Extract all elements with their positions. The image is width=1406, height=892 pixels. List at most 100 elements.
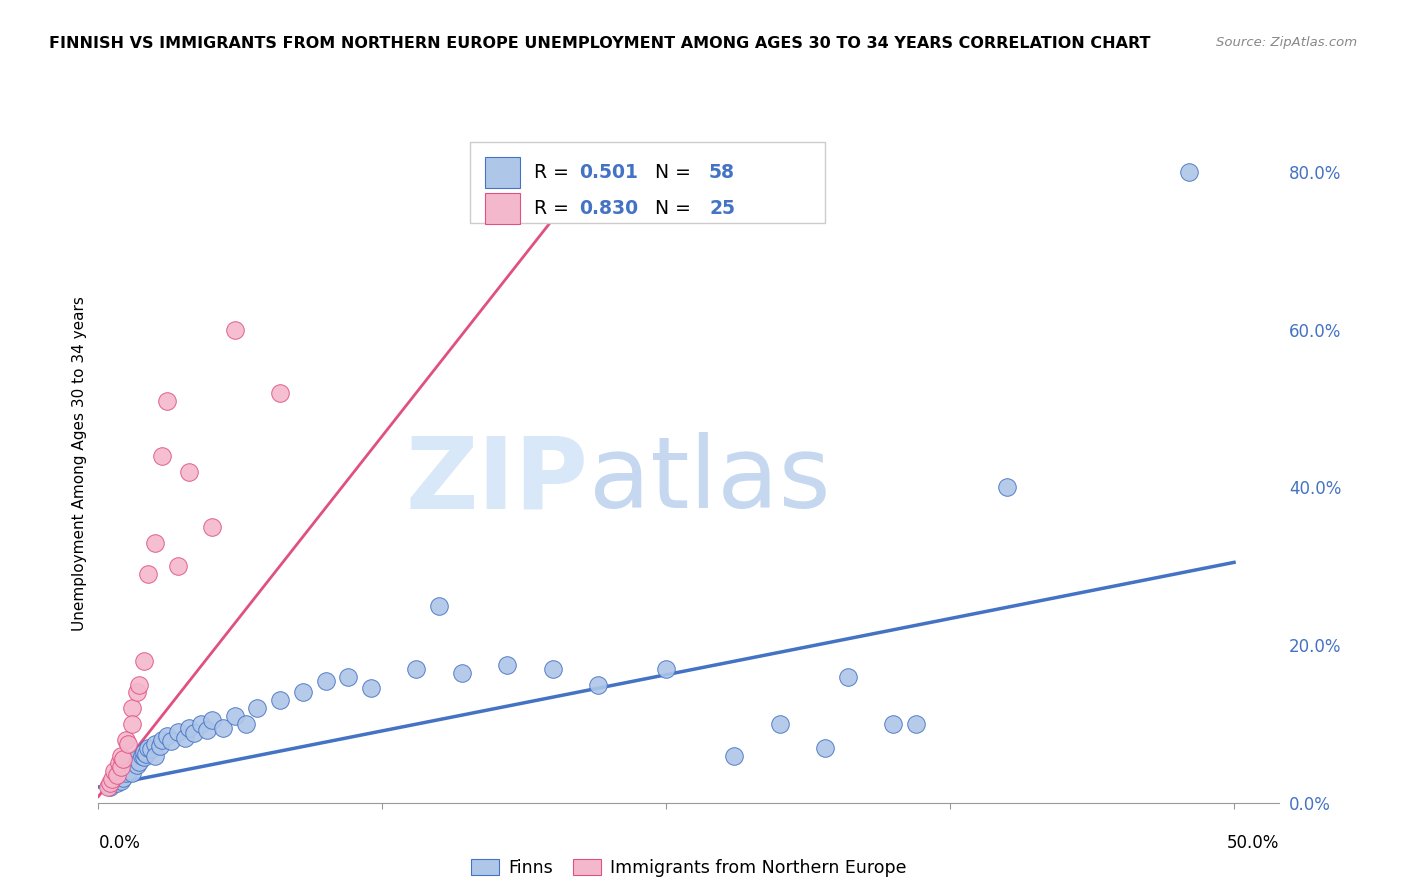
- Point: [101, 772, 124, 786]
- Point: [1177, 165, 1199, 179]
- Point: [246, 701, 269, 715]
- FancyBboxPatch shape: [471, 142, 825, 223]
- Point: [125, 685, 148, 699]
- Text: FINNISH VS IMMIGRANTS FROM NORTHERN EUROPE UNEMPLOYMENT AMONG AGES 30 TO 34 YEAR: FINNISH VS IMMIGRANTS FROM NORTHERN EURO…: [49, 36, 1150, 51]
- Point: [108, 756, 131, 771]
- Point: [212, 721, 235, 735]
- Point: [128, 755, 150, 769]
- Point: [135, 747, 157, 761]
- Point: [110, 764, 132, 779]
- Point: [121, 701, 143, 715]
- Point: [114, 765, 136, 780]
- Point: [96, 780, 118, 794]
- Point: [98, 776, 121, 790]
- Point: [121, 756, 143, 771]
- Point: [586, 677, 609, 691]
- Point: [124, 752, 146, 766]
- Point: [405, 662, 427, 676]
- Point: [108, 768, 131, 782]
- Point: [655, 662, 678, 676]
- Bar: [485, 194, 520, 224]
- Point: [114, 732, 136, 747]
- Point: [105, 768, 128, 782]
- Point: [143, 748, 166, 763]
- Text: 0.830: 0.830: [579, 199, 638, 218]
- Point: [143, 737, 166, 751]
- Point: [201, 520, 224, 534]
- Text: 50.0%: 50.0%: [1227, 834, 1279, 852]
- Point: [125, 758, 148, 772]
- Point: [882, 717, 904, 731]
- Point: [235, 717, 257, 731]
- Point: [150, 732, 173, 747]
- Point: [105, 776, 128, 790]
- Point: [269, 385, 291, 400]
- Point: [905, 717, 928, 731]
- Text: atlas: atlas: [589, 433, 830, 529]
- Point: [769, 717, 792, 731]
- Point: [138, 567, 160, 582]
- Point: [149, 739, 172, 753]
- Text: N =: N =: [643, 199, 697, 218]
- Point: [224, 709, 246, 723]
- Point: [496, 657, 519, 672]
- Point: [98, 780, 121, 794]
- Point: [337, 670, 360, 684]
- Point: [837, 670, 859, 684]
- Point: [995, 481, 1018, 495]
- Point: [121, 765, 143, 780]
- Text: ZIP: ZIP: [406, 433, 589, 529]
- Point: [155, 729, 177, 743]
- Point: [103, 764, 125, 779]
- Point: [132, 745, 155, 759]
- Point: [117, 760, 139, 774]
- Point: [128, 677, 150, 691]
- Text: 58: 58: [709, 163, 735, 182]
- Legend: Finns, Immigrants from Northern Europe: Finns, Immigrants from Northern Europe: [463, 850, 915, 886]
- Point: [112, 752, 135, 766]
- Point: [103, 772, 125, 786]
- Point: [143, 535, 166, 549]
- Point: [201, 713, 224, 727]
- Point: [224, 323, 246, 337]
- Text: R =: R =: [534, 199, 575, 218]
- Point: [112, 771, 135, 785]
- Point: [138, 740, 160, 755]
- Point: [167, 724, 190, 739]
- Point: [450, 665, 472, 680]
- Point: [139, 742, 162, 756]
- Point: [427, 599, 450, 613]
- Point: [131, 748, 153, 763]
- Point: [814, 740, 837, 755]
- Point: [190, 717, 212, 731]
- Point: [197, 723, 219, 738]
- Point: [173, 731, 195, 746]
- Point: [110, 760, 132, 774]
- Point: [110, 773, 132, 788]
- Point: [167, 559, 190, 574]
- Text: R =: R =: [534, 163, 575, 182]
- Text: Source: ZipAtlas.com: Source: ZipAtlas.com: [1216, 36, 1357, 49]
- Text: N =: N =: [643, 163, 697, 182]
- Y-axis label: Unemployment Among Ages 30 to 34 years: Unemployment Among Ages 30 to 34 years: [72, 296, 87, 632]
- Point: [315, 673, 337, 688]
- Point: [179, 721, 201, 735]
- Point: [120, 763, 142, 777]
- Text: 0.0%: 0.0%: [98, 834, 141, 852]
- Point: [179, 465, 201, 479]
- Point: [121, 717, 143, 731]
- Text: 25: 25: [709, 199, 735, 218]
- Point: [110, 748, 132, 763]
- Point: [269, 693, 291, 707]
- Point: [360, 681, 382, 696]
- Point: [150, 449, 173, 463]
- Point: [291, 685, 314, 699]
- Point: [132, 750, 155, 764]
- Point: [117, 737, 139, 751]
- Text: 0.501: 0.501: [579, 163, 638, 182]
- Point: [723, 748, 745, 763]
- Point: [155, 393, 177, 408]
- Point: [132, 654, 155, 668]
- Point: [160, 734, 183, 748]
- Point: [541, 662, 564, 676]
